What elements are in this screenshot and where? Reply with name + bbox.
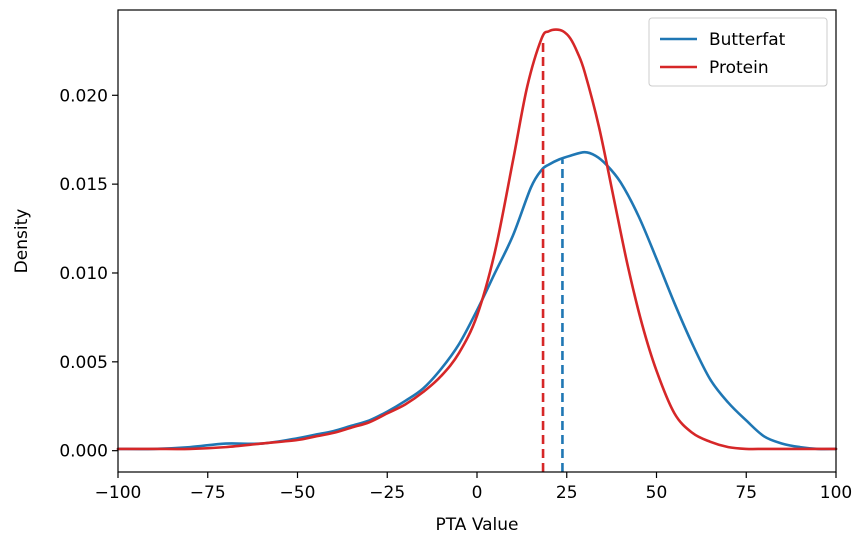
mean-lines-layer [541,40,564,472]
y-tick-label: 0.000 [59,442,108,462]
x-tick-label: 100 [820,483,852,503]
y-tick-label: 0.020 [59,86,108,106]
legend-box [648,17,828,87]
y-tick-label: 0.010 [59,264,108,284]
legend: Butterfat Protein [648,17,828,87]
x-tick-label: −25 [369,483,405,503]
legend-label-protein: Protein [709,58,769,78]
x-tick-label: 0 [472,483,483,503]
legend-label-butterfat: Butterfat [709,30,786,50]
x-tick-label: 50 [646,483,668,503]
x-axis-label: PTA Value [435,515,518,535]
x-tick-label: 75 [735,483,757,503]
x-tick-label: −50 [280,483,316,503]
y-axis-ticks: 0.000 0.005 0.010 0.015 0.020 [59,86,118,462]
y-tick-label: 0.005 [59,353,108,373]
y-tick-label: 0.015 [59,175,108,195]
series-line-protein [116,28,838,451]
x-tick-label: −100 [95,483,142,503]
x-tick-label: 25 [556,483,578,503]
x-axis-ticks: −100 −75 −50 −25 0 25 50 75 100 [95,472,852,503]
y-axis-label: Density [12,209,32,274]
series-layer [116,28,838,451]
x-tick-label: −75 [190,483,226,503]
series-line-butterfat [116,150,838,451]
